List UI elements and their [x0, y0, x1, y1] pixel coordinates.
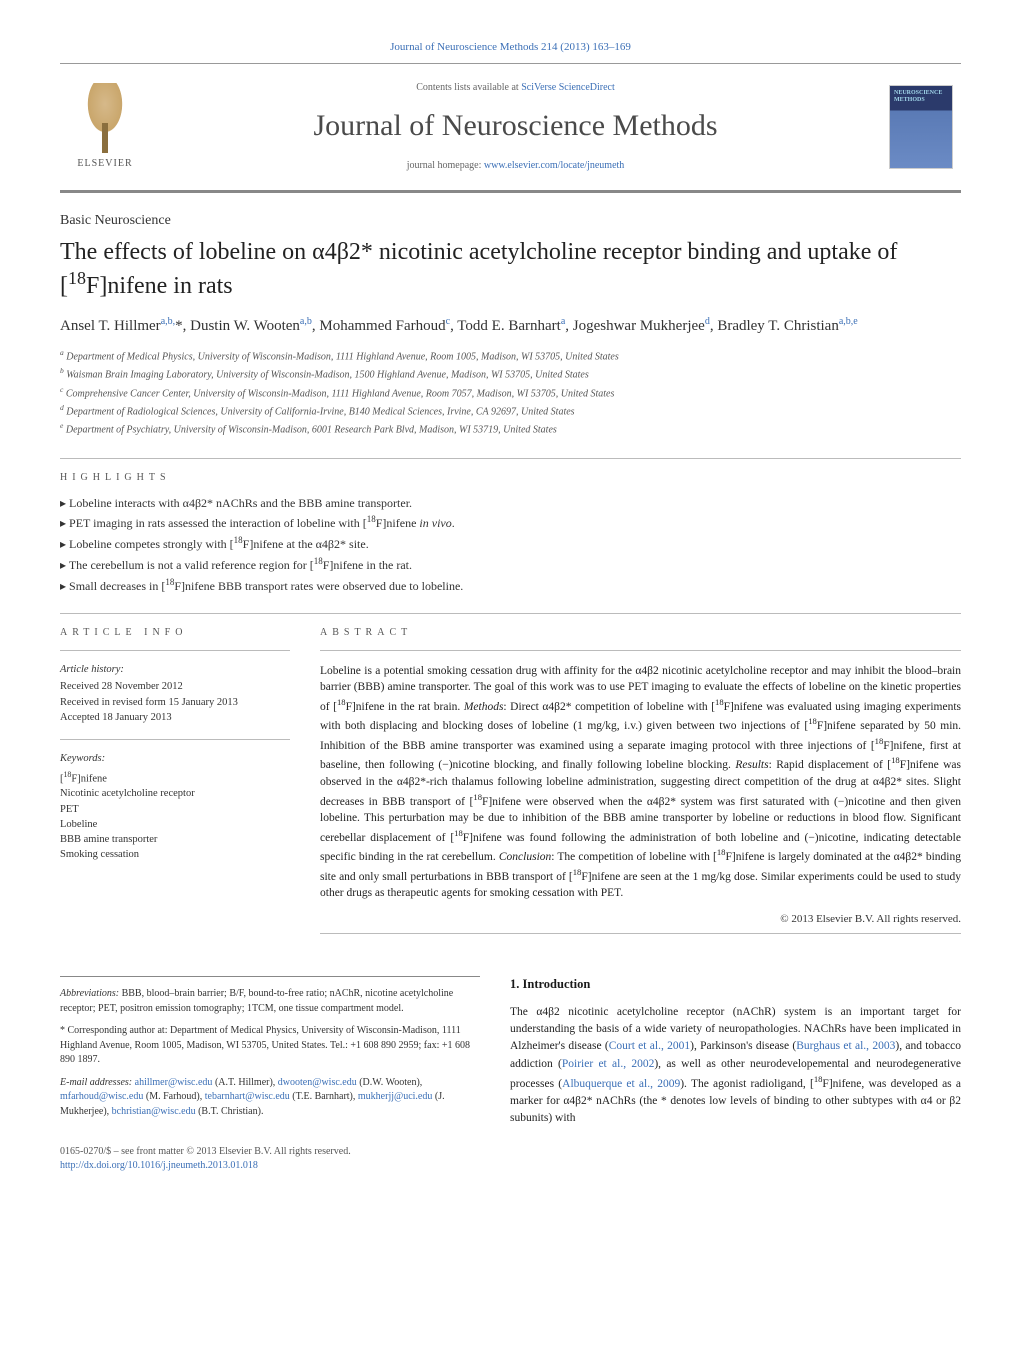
homepage-prefix: journal homepage: — [407, 160, 484, 171]
article-title: The effects of lobeline on α4β2* nicotin… — [60, 237, 961, 301]
highlight-item: PET imaging in rats assessed the interac… — [60, 513, 961, 532]
header-center: Contents lists available at SciVerse Sci… — [150, 64, 881, 190]
homepage-link[interactable]: www.elsevier.com/locate/jneumeth — [484, 160, 624, 171]
cover-label: NEUROSCIENCE METHODS — [894, 90, 952, 103]
affiliation-line: c Comprehensive Cancer Center, Universit… — [60, 384, 961, 401]
keywords-list: [18F]nifeneNicotinic acetylcholine recep… — [60, 769, 290, 863]
front-matter-text: 0165-0270/$ – see front matter © 2013 El… — [60, 1146, 351, 1157]
highlight-item: Small decreases in [18F]nifene BBB trans… — [60, 576, 961, 595]
citation-link[interactable]: Journal of Neuroscience Methods 214 (201… — [390, 41, 631, 53]
homepage-line: journal homepage: www.elsevier.com/locat… — [407, 159, 625, 173]
keyword-line: [18F]nifene — [60, 769, 290, 787]
intro-heading: 1. Introduction — [510, 976, 961, 994]
keyword-line: Lobeline — [60, 817, 290, 832]
cover-image: NEUROSCIENCE METHODS — [889, 85, 953, 169]
affiliation-line: b Waisman Brain Imaging Laboratory, Univ… — [60, 365, 961, 382]
affiliation-line: d Department of Radiological Sciences, U… — [60, 402, 961, 419]
highlight-item: Lobeline competes strongly with [18F]nif… — [60, 534, 961, 553]
contents-line: Contents lists available at SciVerse Sci… — [416, 81, 615, 95]
contents-prefix: Contents lists available at — [416, 82, 521, 93]
abbrev-text: BBB, blood–brain barrier; B/F, bound-to-… — [60, 988, 453, 1014]
abbrev-label: Abbreviations: — [60, 988, 119, 999]
divider — [60, 613, 961, 614]
keywords-label: Keywords: — [60, 752, 290, 767]
abstract-heading: ABSTRACT — [320, 626, 961, 640]
divider — [60, 650, 290, 651]
intro-column: 1. Introduction The α4β2 nicotinic acety… — [510, 976, 961, 1127]
authors-list: Ansel T. Hillmera,b,*, Dustin W. Wootena… — [60, 315, 961, 337]
affiliation-line: e Department of Psychiatry, University o… — [60, 420, 961, 437]
affiliation-line: a Department of Medical Physics, Univers… — [60, 347, 961, 364]
highlight-item: Lobeline interacts with α4β2* nAChRs and… — [60, 495, 961, 512]
history-line: Accepted 18 January 2013 — [60, 710, 290, 725]
corr-label: * Corresponding author at: — [60, 1025, 167, 1036]
affiliations: a Department of Medical Physics, Univers… — [60, 347, 961, 438]
intro-body: The α4β2 nicotinic acetylcholine recepto… — [510, 1004, 961, 1128]
citation-line: Journal of Neuroscience Methods 214 (201… — [60, 40, 961, 55]
elsevier-logo[interactable]: ELSEVIER — [60, 64, 150, 190]
emails-label: E-mail addresses: — [60, 1077, 132, 1088]
history-line: Received 28 November 2012 — [60, 679, 290, 694]
elsevier-label: ELSEVIER — [77, 157, 132, 171]
highlights-list: Lobeline interacts with α4β2* nAChRs and… — [60, 495, 961, 595]
cover-thumbnail[interactable]: NEUROSCIENCE METHODS — [881, 64, 961, 190]
divider — [320, 650, 961, 651]
article-info-column: ARTICLE INFO Article history: Received 2… — [60, 626, 290, 947]
divider — [60, 739, 290, 740]
history-list: Received 28 November 2012Received in rev… — [60, 679, 290, 725]
sciencedirect-link[interactable]: SciVerse ScienceDirect — [521, 82, 615, 93]
abstract-column: ABSTRACT Lobeline is a potential smoking… — [320, 626, 961, 947]
keyword-line: Nicotinic acetylcholine receptor — [60, 786, 290, 801]
abstract-copyright: © 2013 Elsevier B.V. All rights reserved… — [320, 912, 961, 927]
section-label: Basic Neuroscience — [60, 211, 961, 231]
journal-name: Journal of Neuroscience Methods — [313, 105, 717, 147]
abstract-body: Lobeline is a potential smoking cessatio… — [320, 663, 961, 902]
divider — [60, 458, 961, 459]
article-info-heading: ARTICLE INFO — [60, 626, 290, 640]
keyword-line: BBB amine transporter — [60, 832, 290, 847]
highlights-heading: HIGHLIGHTS — [60, 471, 961, 485]
history-label: Article history: — [60, 663, 290, 678]
doi-link[interactable]: http://dx.doi.org/10.1016/j.jneumeth.201… — [60, 1160, 258, 1171]
footer: 0165-0270/$ – see front matter © 2013 El… — [60, 1145, 961, 1173]
history-line: Received in revised form 15 January 2013 — [60, 695, 290, 710]
keyword-line: PET — [60, 802, 290, 817]
divider — [320, 933, 961, 934]
elsevier-tree-icon — [75, 83, 135, 153]
footnotes-column: Abbreviations: BBB, blood–brain barrier;… — [60, 976, 480, 1127]
journal-header: ELSEVIER Contents lists available at Sci… — [60, 63, 961, 193]
keyword-line: Smoking cessation — [60, 847, 290, 862]
highlight-item: The cerebellum is not a valid reference … — [60, 555, 961, 574]
